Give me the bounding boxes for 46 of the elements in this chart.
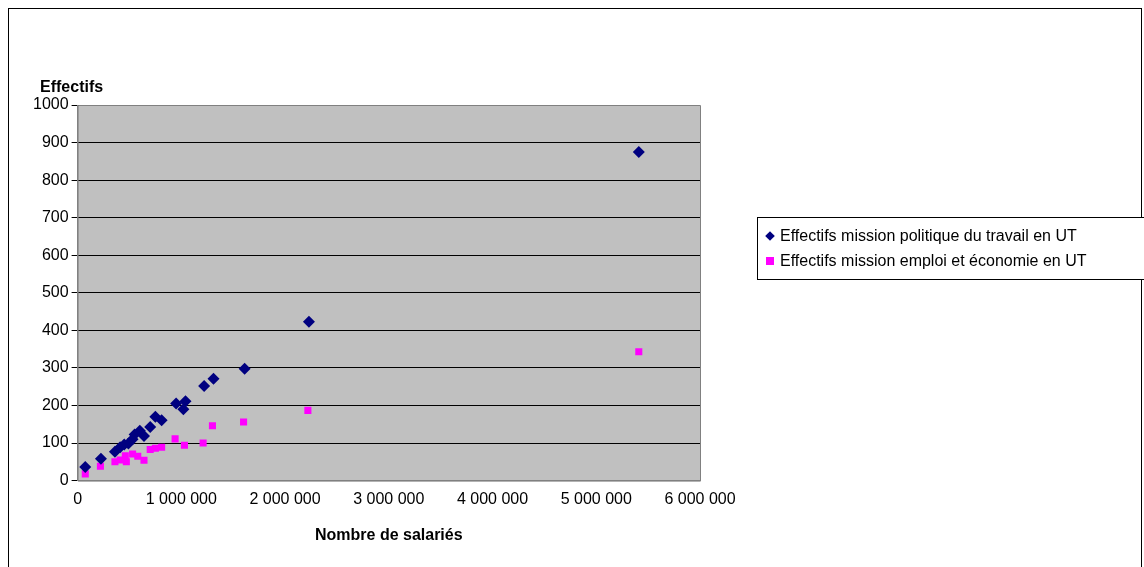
point xyxy=(304,406,312,414)
x-tick-label: 1 000 000 xyxy=(145,489,218,507)
point xyxy=(207,372,220,385)
legend-label: Effectifs mission politique du travail en UT xyxy=(780,226,1077,246)
y-tick-label: 100 xyxy=(41,433,69,451)
point xyxy=(177,403,190,416)
x-tick-label: 4 000 000 xyxy=(456,489,529,507)
x-axis-title: Nombre de salariés xyxy=(314,525,463,543)
y-tick-label: 700 xyxy=(41,208,69,226)
point xyxy=(238,362,251,375)
y-tick-label: 0 xyxy=(59,471,69,489)
y-tick-label: 600 xyxy=(41,245,69,263)
x-tick-label: 5 000 000 xyxy=(560,489,632,507)
x-tick-label: 0 xyxy=(73,489,83,507)
point xyxy=(240,418,248,426)
x-tick-label: 3 000 000 xyxy=(353,489,425,507)
point xyxy=(179,395,192,408)
point xyxy=(140,456,148,464)
point xyxy=(632,145,645,158)
point xyxy=(79,461,92,474)
x-tick-label: 6 000 000 xyxy=(664,489,736,507)
y-tick-label: 1000 xyxy=(33,95,69,113)
point xyxy=(170,397,183,410)
point xyxy=(144,420,157,433)
x-tick-label: 2 000 000 xyxy=(249,489,321,507)
y-tick-label: 400 xyxy=(41,320,69,338)
point xyxy=(180,441,188,449)
y-tick-label: 500 xyxy=(41,283,69,301)
point xyxy=(121,452,129,460)
point xyxy=(302,315,315,328)
y-tick-label: 800 xyxy=(41,170,69,188)
point xyxy=(94,452,107,465)
point xyxy=(198,379,211,392)
point xyxy=(158,443,166,451)
point xyxy=(96,462,104,470)
point xyxy=(199,439,207,447)
point xyxy=(155,414,168,427)
y-axis-title: Effectifs xyxy=(40,78,104,96)
y-tick-label: 300 xyxy=(41,358,69,376)
point xyxy=(635,348,643,356)
legend-label: Effectifs mission emploi et économie en UT xyxy=(780,251,1087,271)
y-tick-label: 200 xyxy=(41,395,69,413)
point xyxy=(134,452,142,460)
point xyxy=(171,435,179,443)
point xyxy=(208,422,216,430)
y-tick-label: 900 xyxy=(41,132,69,150)
